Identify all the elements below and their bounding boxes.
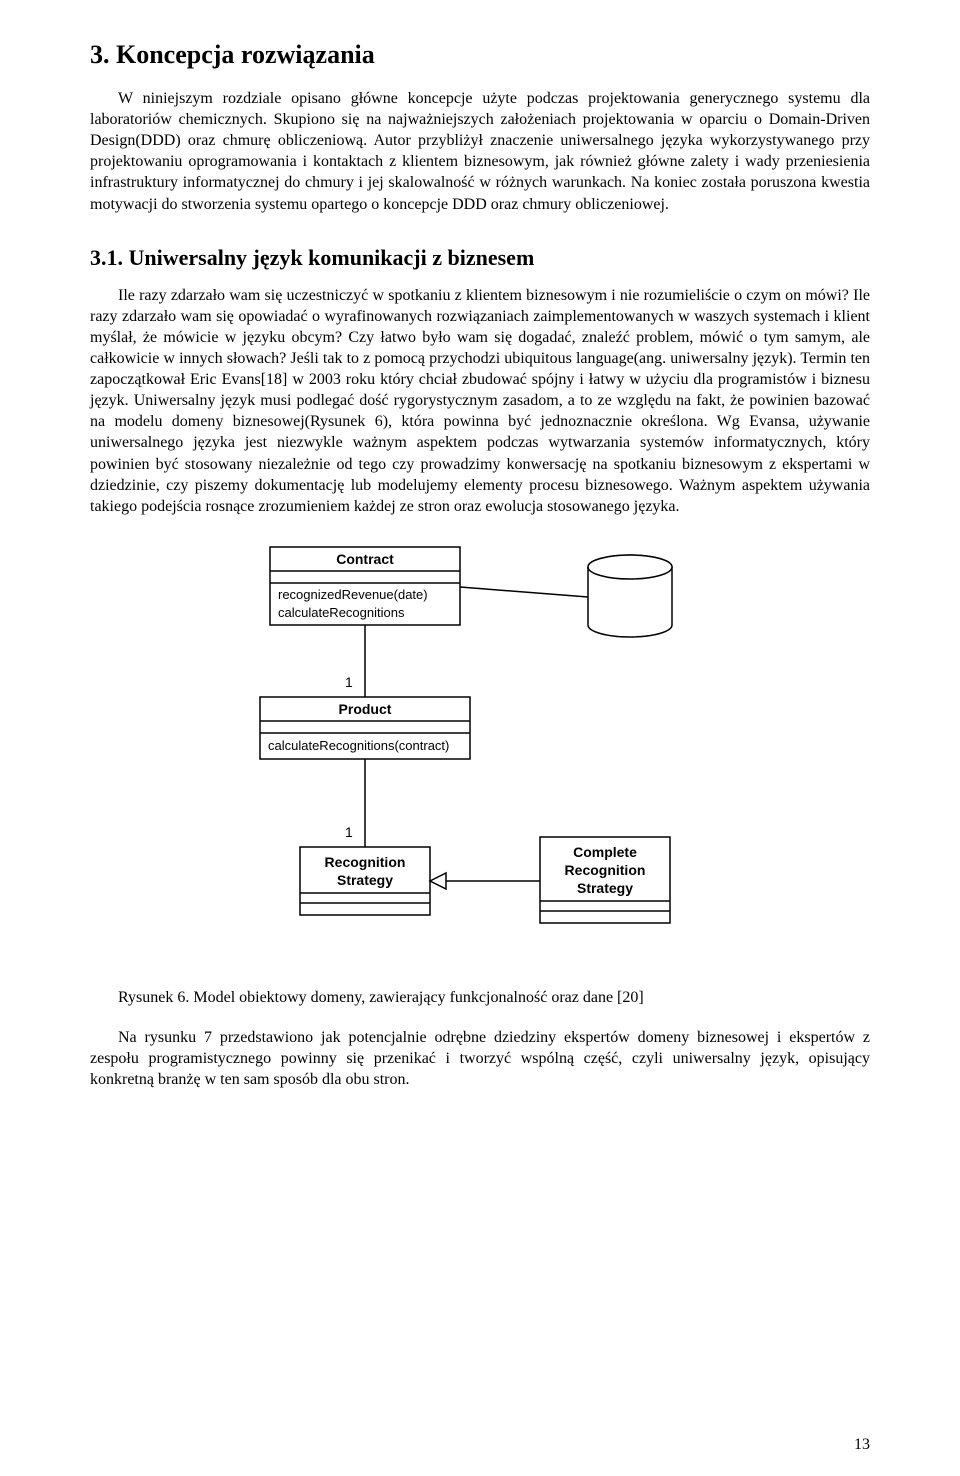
subsection-heading: 3.1. Uniwersalny język komunikacji z biz… — [90, 245, 870, 271]
section-title-text: Koncepcja rozwiązania — [116, 40, 375, 69]
uml-class-title-line1: Recognition — [325, 854, 406, 870]
uml-op: calculateRecognitions(contract) — [268, 738, 449, 753]
section-number: 3. — [90, 40, 110, 69]
uml-class-contract: Contract recognizedRevenue(date) calcula… — [270, 547, 460, 625]
uml-class-title-line2: Strategy — [337, 872, 393, 888]
uml-generalization — [430, 873, 540, 889]
subsection-title-text: Uniwersalny język komunikacji z biznesem — [129, 245, 535, 270]
uml-class-complete-recognition-strategy: Complete Recognition Strategy — [540, 837, 670, 923]
subsection-number: 3.1. — [90, 245, 123, 270]
intro-paragraph: W niniejszym rozdziale opisano główne ko… — [90, 88, 870, 215]
uml-op: recognizedRevenue(date) — [278, 587, 428, 602]
uml-class-title: Product — [339, 701, 392, 717]
uml-multiplicity: 1 — [345, 674, 353, 690]
figure-6-caption: Rysunek 6. Model obiektowy domeny, zawie… — [118, 989, 870, 1007]
closing-paragraph: Na rysunku 7 przedstawiono jak potencjal… — [90, 1027, 870, 1090]
uml-class-title-line2: Recognition — [565, 862, 646, 878]
database-cylinder-icon — [588, 555, 672, 637]
uml-op: calculateRecognitions — [278, 605, 405, 620]
uml-class-product: Product calculateRecognitions(contract) — [260, 697, 470, 759]
section-heading: 3. Koncepcja rozwiązania — [90, 40, 870, 70]
uml-class-title-line1: Complete — [573, 844, 637, 860]
uml-diagram: Contract recognizedRevenue(date) calcula… — [210, 537, 750, 977]
page-number: 13 — [854, 1436, 870, 1454]
figure-6: Contract recognizedRevenue(date) calcula… — [210, 537, 750, 977]
uml-class-title: Contract — [336, 551, 394, 567]
subsection-paragraph: Ile razy zdarzało wam się uczestniczyć w… — [90, 285, 870, 517]
uml-association — [460, 587, 588, 597]
uml-class-title-line3: Strategy — [577, 880, 633, 896]
uml-multiplicity: 1 — [345, 824, 353, 840]
uml-class-recognition-strategy: Recognition Strategy — [300, 847, 430, 915]
